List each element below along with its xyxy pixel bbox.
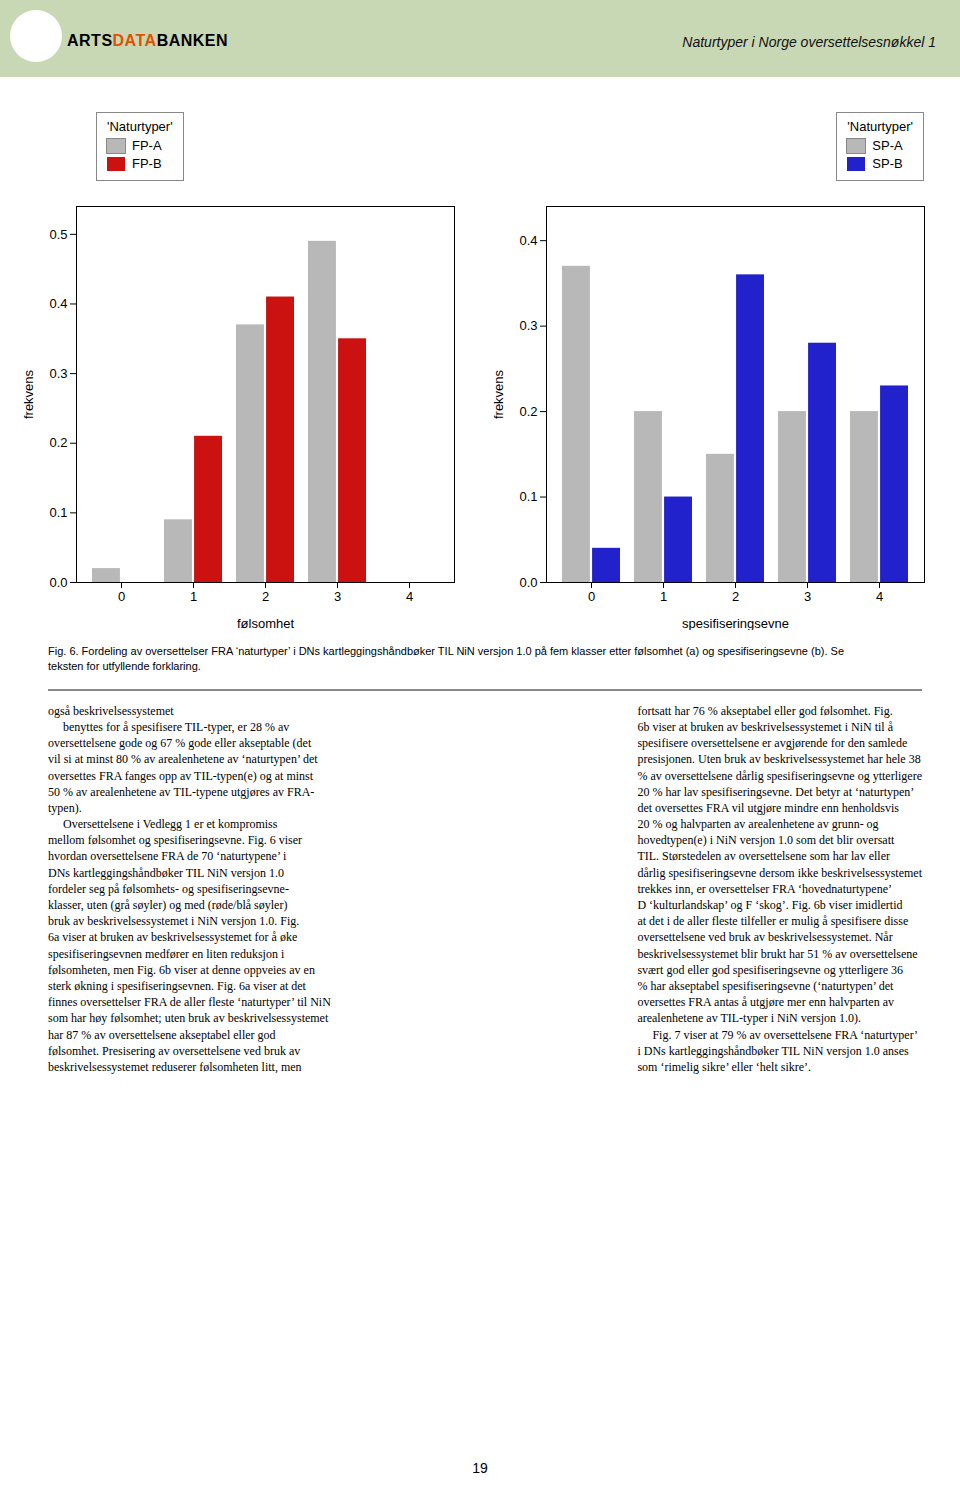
svg-text:frekvens: frekvens: [21, 369, 36, 419]
html-text:19: 19: [472, 1460, 488, 1476]
svg-text:følsomhet: følsomhet: [237, 616, 294, 631]
svg-text:frekvens: frekvens: [491, 369, 506, 419]
html-text:FP-B: FP-B: [132, 156, 162, 171]
svg-text:0.4: 0.4: [49, 296, 67, 311]
svg-text:0.1: 0.1: [49, 505, 67, 520]
html-text:FP-A: FP-A: [132, 138, 162, 153]
svg-text:0: 0: [588, 589, 595, 604]
html-text:teksten for utfyllende forklar: teksten for utfyllende forklaring.: [48, 660, 201, 673]
svg-text:3: 3: [334, 589, 341, 604]
svg-text:0.0: 0.0: [49, 575, 67, 590]
html-text:'Naturtyper': 'Naturtyper': [107, 119, 173, 134]
svg-text:0.4: 0.4: [519, 233, 537, 248]
html-text:SP-A: SP-A: [872, 138, 903, 153]
svg-text:0.2: 0.2: [519, 404, 537, 419]
html-text:også beskrivelsessystemet beny: også beskrivelsessystemet benyttes for å…: [48, 703, 331, 1074]
html-text:SP-B: SP-B: [872, 156, 903, 171]
svg-text:4: 4: [876, 589, 883, 604]
svg-text:1: 1: [660, 589, 667, 604]
svg-text:spesifiseringsevne: spesifiseringsevne: [682, 616, 789, 631]
svg-text:0: 0: [118, 589, 125, 604]
svg-text:2: 2: [262, 589, 269, 604]
svg-text:0.5: 0.5: [49, 227, 67, 242]
html-text:Fig. 6. Fordeling av oversette: Fig. 6. Fordeling av oversettelser FRA ‘…: [48, 645, 844, 657]
svg-text:0.3: 0.3: [519, 318, 537, 333]
svg-text:0.2: 0.2: [49, 435, 67, 450]
html-text:fortsatt har 76 % akseptabel e: fortsatt har 76 % akseptabel eller god f…: [637, 703, 922, 1074]
svg-text:1: 1: [190, 589, 197, 604]
svg-text:2: 2: [732, 589, 739, 604]
html-text:Naturtyper i Norge oversettels: Naturtyper i Norge oversettelsesnøkkel 1: [682, 34, 936, 50]
svg-text:3: 3: [804, 589, 811, 604]
svg-text:0.3: 0.3: [49, 366, 67, 381]
html-text:'Naturtyper': 'Naturtyper': [847, 119, 913, 134]
svg-text:0.0: 0.0: [519, 575, 537, 590]
svg-text:0.1: 0.1: [519, 489, 537, 504]
svg-text:4: 4: [406, 589, 413, 604]
html-text:ARTS DATA BANKEN: ARTS DATA BANKEN: [67, 32, 229, 49]
